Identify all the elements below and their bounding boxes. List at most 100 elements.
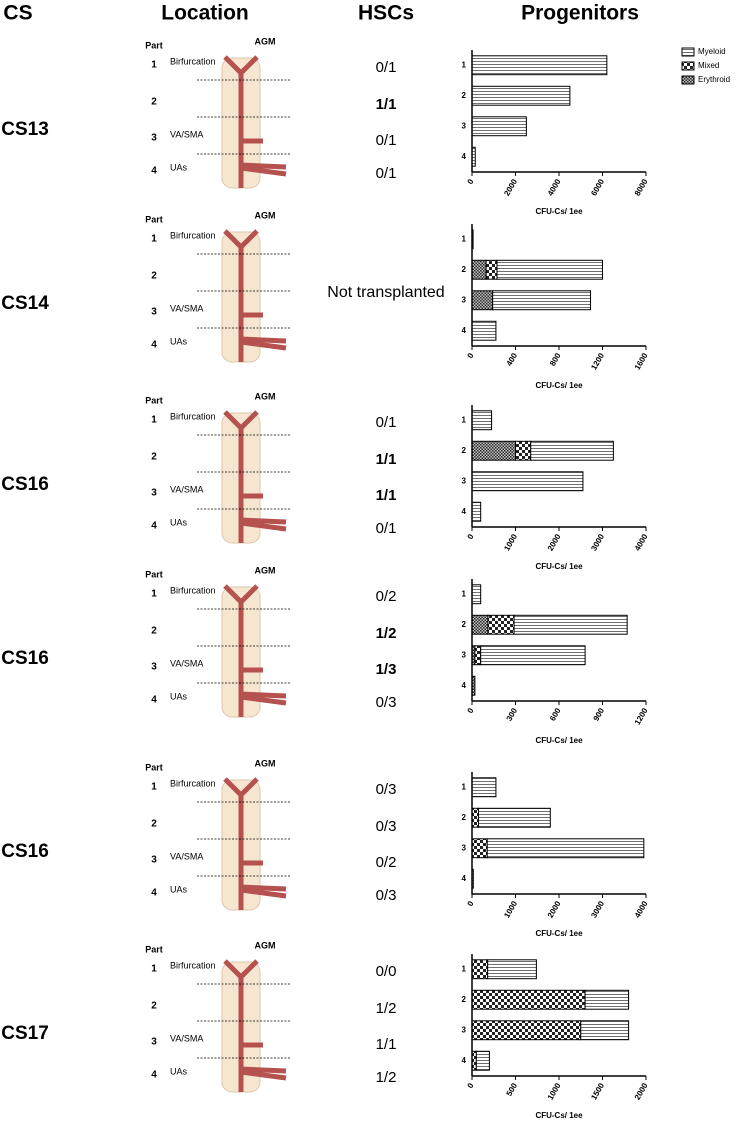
bar-segment bbox=[471, 777, 497, 798]
part-number: 4 bbox=[151, 1070, 157, 1081]
ua-branch bbox=[240, 691, 287, 699]
agm-label: AGM bbox=[255, 565, 276, 575]
part-label: VA/SMA bbox=[170, 129, 203, 139]
hsc-ratio: 0/3 bbox=[376, 818, 397, 835]
part-header: Part bbox=[145, 40, 163, 50]
y-tick-label: 3 bbox=[462, 295, 467, 304]
part-number: 2 bbox=[151, 97, 157, 108]
part-label: UAs bbox=[170, 336, 188, 346]
part-label: Birfurcation bbox=[170, 778, 216, 788]
x-axis-label: CFU-Cs/ 1ee bbox=[535, 207, 583, 216]
x-tick-label: 3000 bbox=[589, 532, 606, 552]
y-tick-label: 4 bbox=[462, 681, 467, 690]
x-axis-label: CFU-Cs/ 1ee bbox=[535, 381, 583, 390]
part-header: Part bbox=[145, 214, 163, 224]
bar-segment bbox=[471, 838, 488, 859]
bar-segment bbox=[471, 259, 487, 280]
y-tick-label: 1 bbox=[462, 782, 467, 791]
part-number: 2 bbox=[151, 1001, 157, 1012]
bar-segment bbox=[487, 959, 537, 980]
hsc-ratio: 0/1 bbox=[376, 414, 397, 431]
bar-segment bbox=[480, 645, 586, 666]
ua-branch bbox=[240, 887, 287, 899]
bifurcation-left bbox=[223, 959, 243, 979]
part-header: Part bbox=[145, 395, 163, 405]
bar-segment bbox=[580, 1020, 630, 1041]
ua-branch bbox=[240, 694, 287, 706]
part-label: UAs bbox=[170, 691, 188, 701]
part-label: UAs bbox=[170, 517, 188, 527]
x-tick-label: 300 bbox=[505, 706, 520, 723]
bifurcation-left bbox=[223, 410, 243, 430]
part-label: Birfurcation bbox=[170, 230, 216, 240]
hsc-ratio: 1/1 bbox=[376, 451, 397, 468]
part-header: Part bbox=[145, 762, 163, 772]
part-number: 1 bbox=[151, 782, 157, 793]
part-number: 3 bbox=[151, 307, 157, 318]
x-tick-label: 1000 bbox=[502, 532, 519, 552]
part-number: 3 bbox=[151, 488, 157, 499]
part-number: 4 bbox=[151, 340, 157, 351]
part-number: 2 bbox=[151, 452, 157, 463]
part-number: 1 bbox=[151, 589, 157, 600]
y-tick-label: 2 bbox=[462, 91, 467, 100]
x-tick-label: 900 bbox=[592, 706, 607, 723]
agm-label: AGM bbox=[255, 391, 276, 401]
bifurcation-right bbox=[239, 55, 259, 75]
x-tick-label: 500 bbox=[505, 1081, 520, 1098]
hsc-ratio: 1/1 bbox=[376, 96, 397, 113]
bar-segment bbox=[471, 959, 489, 980]
bar-segment bbox=[471, 85, 571, 106]
y-tick-label: 4 bbox=[462, 507, 467, 516]
part-label: UAs bbox=[170, 162, 188, 172]
legend-label: Mixed bbox=[698, 61, 719, 70]
legend-swatch bbox=[681, 75, 695, 85]
x-tick-label: 600 bbox=[548, 706, 563, 723]
part-number: 4 bbox=[151, 888, 157, 899]
x-tick-label: 4000 bbox=[633, 899, 650, 919]
x-tick-label: 4000 bbox=[633, 532, 650, 552]
x-tick-label: 2000 bbox=[633, 1081, 650, 1101]
hsc-ratio: 1/2 bbox=[376, 625, 397, 642]
bar-segment bbox=[485, 259, 498, 280]
part-label: Birfurcation bbox=[170, 411, 216, 421]
x-tick-label: 0 bbox=[466, 177, 476, 186]
part-number: 1 bbox=[151, 234, 157, 245]
bar-segment bbox=[471, 471, 584, 492]
x-axis-label: CFU-Cs/ 1ee bbox=[535, 929, 583, 938]
legend-label: Erythroid bbox=[698, 75, 730, 84]
hsc-ratio: 0/2 bbox=[376, 854, 397, 871]
y-tick-label: 3 bbox=[462, 843, 467, 852]
hsc-ratio: 1/2 bbox=[376, 1000, 397, 1017]
part-header: Part bbox=[145, 944, 163, 954]
ua-branch bbox=[240, 1069, 287, 1081]
bar-segment bbox=[496, 259, 604, 280]
x-tick-label: 0 bbox=[466, 532, 476, 541]
bar-segment bbox=[530, 440, 614, 461]
y-tick-label: 2 bbox=[462, 995, 467, 1004]
x-tick-label: 2000 bbox=[546, 532, 563, 552]
bar-segment bbox=[471, 584, 482, 605]
part-header: Part bbox=[145, 569, 163, 579]
bar-segment bbox=[513, 614, 628, 635]
legend-swatch bbox=[681, 61, 695, 71]
y-tick-label: 3 bbox=[462, 476, 467, 485]
y-tick-label: 4 bbox=[462, 326, 467, 335]
part-label: Birfurcation bbox=[170, 56, 216, 66]
hsc-ratio: 1/1 bbox=[376, 1036, 397, 1053]
part-label: Birfurcation bbox=[170, 960, 216, 970]
x-tick-label: 2000 bbox=[546, 899, 563, 919]
x-tick-label: 0 bbox=[466, 1081, 476, 1090]
y-tick-label: 2 bbox=[462, 813, 467, 822]
x-axis-label: CFU-Cs/ 1ee bbox=[535, 736, 583, 745]
part-number: 4 bbox=[151, 521, 157, 532]
part-label: VA/SMA bbox=[170, 303, 203, 313]
y-tick-label: 4 bbox=[462, 1056, 467, 1065]
y-tick-label: 3 bbox=[462, 1025, 467, 1034]
hsc-ratio: 1/2 bbox=[376, 1069, 397, 1086]
part-label: UAs bbox=[170, 1066, 188, 1076]
bar-segment bbox=[471, 989, 586, 1010]
bar-segment bbox=[478, 807, 551, 828]
part-number: 2 bbox=[151, 271, 157, 282]
